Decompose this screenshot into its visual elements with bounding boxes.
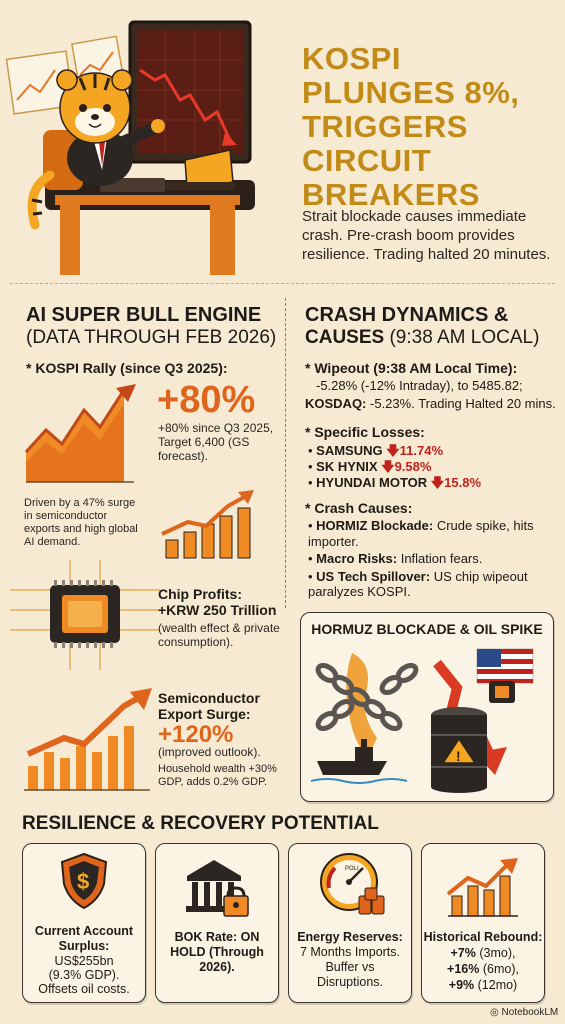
rebound-line: +16% (6mo), <box>422 962 544 977</box>
export-surge-title: Semiconductor Export Surge: <box>158 690 260 722</box>
headline-line: TRIGGERS <box>302 109 468 144</box>
rally-driver: Driven by a 47% surge in semiconductor e… <box>24 497 138 548</box>
rally-big-value: +80% <box>157 379 256 421</box>
cause-name: Macro Risks: <box>316 551 398 566</box>
rebound-value: +7% <box>450 946 476 960</box>
rally-area-chart-icon <box>24 384 136 483</box>
current-account-card: $ Current Account Surplus: US$255bn (9.3… <box>22 843 146 1003</box>
rising-chart-icon <box>446 858 518 917</box>
list-item: • SK HYNIX 🡇9.58% <box>308 459 432 474</box>
export-detail: Household wealth +30% GDP, adds 0.2% GDP… <box>158 763 277 788</box>
loss-name: SK HYNIX <box>316 459 378 474</box>
list-item: • HYUNDAI MOTOR 🡇15.8% <box>308 475 482 490</box>
card-line: 7 Months Imports. <box>299 945 401 959</box>
down-arrow-icon: 🡇 <box>430 475 445 490</box>
wipeout-kosdaq-line: KOSDAQ: -5.23%. Trading Halted 20 mins. <box>305 396 560 412</box>
left-heading: AI SUPER BULL ENGINE <box>26 304 262 326</box>
svg-text:!: ! <box>456 748 461 764</box>
rebound-value: +9% <box>448 978 475 992</box>
card-line: Buffer vs <box>325 960 375 974</box>
chip-profits-value: +KRW 250 Trillion <box>158 602 277 618</box>
list-item: • Macro Risks: Inflation fears. <box>308 551 483 566</box>
headline-line: CIRCUIT BREAKERS <box>302 143 480 212</box>
rebound-line: +9% (12mo) <box>422 978 544 993</box>
historical-rebound-card: Historical Rebound: +7% (3mo), +16% (6mo… <box>421 843 545 1003</box>
loss-name: HYUNDAI MOTOR <box>316 475 428 490</box>
footer-brand-text: NotebookLM <box>501 1007 559 1018</box>
bok-rate-card: BOK Rate: ON HOLD (Through 2026). <box>155 843 279 1003</box>
export-outlook: (improved outlook). <box>158 745 261 759</box>
bank-lock-icon <box>186 860 249 917</box>
causes-list: • HORMIZ Blockade: Crude spike, hits imp… <box>308 518 556 600</box>
down-arrow-icon: 🡇 <box>386 443 400 458</box>
wipeout-line1: -5.28% (-12% Intraday), to 5485.82; <box>316 378 523 393</box>
chip-profits-detail: (wealth effect & private consumption). <box>158 621 280 649</box>
right-heading-time: (9:38 AM LOCAL) <box>389 327 540 348</box>
hormuz-box: HORMUZ BLOCKADE & OIL SPIKE <box>300 612 554 802</box>
card-title: Energy Reserves: <box>297 930 403 944</box>
energy-reserves-card: POLI Energy Reserves: 7 Months Imports. … <box>288 843 412 1003</box>
cause-text: US chip wipeout paralyzes KOSPI. <box>308 568 528 600</box>
causes-label: * Crash Causes: <box>305 500 413 516</box>
rising-bars-icon <box>161 490 254 559</box>
footer-brand: ◎ NotebookLM <box>490 1007 558 1018</box>
export-surge-bars-icon <box>24 688 152 791</box>
rebound-period: (12mo) <box>477 978 518 992</box>
list-item: • HORMIZ Blockade: Crude spike, hits imp… <box>308 518 534 549</box>
kosdaq-label: KOSDAQ: <box>305 396 367 411</box>
svg-text:$: $ <box>77 869 89 894</box>
card-title: BOK Rate: ON HOLD (Through 2026). <box>170 930 264 974</box>
card-title: Current Account Surplus: <box>34 924 134 953</box>
rally-detail: +80% since Q3 2025, Target 6,400 (GS for… <box>158 421 274 463</box>
column-divider <box>285 298 286 608</box>
rebound-line: +7% (3mo), <box>422 946 544 961</box>
losses-list: • SAMSUNG 🡇11.74% • SK HYNIX 🡇9.58% • HY… <box>308 443 558 491</box>
header-subtitle: Strait blockade causes immediate crash. … <box>302 208 551 263</box>
blockade-oil-illustration: ! <box>310 648 534 793</box>
rebound-value: +16% <box>447 962 480 976</box>
resilience-heading: RESILIENCE & RECOVERY POTENTIAL <box>22 813 379 834</box>
oil-gauge-icon: POLI <box>320 853 385 915</box>
export-big-value: +120% <box>158 721 234 748</box>
left-subheading: (DATA THROUGH FEB 2026) <box>26 327 277 348</box>
list-item: • US Tech Spillover: US chip wipeout par… <box>308 568 528 600</box>
kospi-rally-label: * KOSPI Rally (since Q3 2025): <box>26 360 228 376</box>
wipeout-label: * Wipeout (9:38 AM Local Time): <box>305 360 518 376</box>
cause-name: HORMIZ Blockade: <box>316 518 434 533</box>
right-heading-causes: CAUSES <box>305 327 385 348</box>
loss-value: 15.8% <box>444 475 482 490</box>
kosdaq-text: -5.23%. Trading Halted 20 mins. <box>370 396 556 411</box>
headline-line: KOSPI <box>302 41 401 76</box>
list-item: • SAMSUNG 🡇11.74% <box>308 443 443 458</box>
card-line: Disruptions. <box>317 975 383 989</box>
right-heading-line2: CAUSES (9:38 AM LOCAL) <box>305 327 539 349</box>
rebound-period: (3mo), <box>479 946 516 960</box>
tiger-trader-illustration <box>5 20 255 275</box>
card-line: US$255bn <box>54 954 114 968</box>
notebooklm-logo-icon: ◎ <box>490 1007 499 1018</box>
header-divider <box>10 283 555 284</box>
shield-dollar-icon: $ <box>60 852 108 910</box>
card-line: (9.3% GDP). <box>48 968 120 982</box>
loss-value: 11.74% <box>399 443 443 458</box>
cause-text: Inflation fears. <box>400 551 483 566</box>
loss-name: SAMSUNG <box>316 443 383 458</box>
hormuz-box-title: HORMUZ BLOCKADE & OIL SPIKE <box>311 621 543 637</box>
headline-line: PLUNGES 8%, <box>302 75 520 110</box>
loss-value: 9.58% <box>394 459 432 474</box>
rebound-period: (6mo), <box>482 962 519 976</box>
card-line: Offsets oil costs. <box>38 982 130 996</box>
gauge-label: POLI <box>345 866 359 872</box>
cause-name: US Tech Spillover: <box>316 568 431 584</box>
card-title: Historical Rebound: <box>423 930 543 944</box>
down-arrow-icon: 🡇 <box>381 459 395 474</box>
right-heading-line1: CRASH DYNAMICS & <box>305 304 509 326</box>
losses-label: * Specific Losses: <box>305 424 425 440</box>
headline: KOSPI PLUNGES 8%, TRIGGERS CIRCUIT BREAK… <box>302 42 557 212</box>
chip-profits-title: Chip Profits: <box>158 586 242 602</box>
cause-text: Crude spike, hits importer. <box>308 518 534 549</box>
semiconductor-chip-icon <box>10 560 160 670</box>
